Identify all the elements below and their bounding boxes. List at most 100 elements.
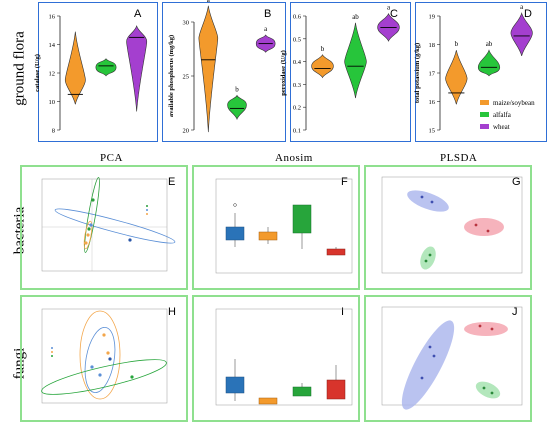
pca-bacteria-plot	[41, 177, 176, 272]
ellipse-alfalfa	[420, 246, 436, 270]
ellipse-wheat	[54, 208, 176, 244]
anosim-bacteria-plot	[215, 178, 353, 274]
y-tick-label: 8	[52, 128, 55, 135]
ellipse-alfalfa	[475, 381, 501, 399]
violin-charts: 8 10 12 14 16 catalase (U/g) 20 25 30 available p…	[34, 0, 533, 135]
significance-letter: ab	[352, 13, 359, 21]
panel-b-frame	[162, 2, 286, 142]
box-alfalfa	[292, 386, 312, 397]
panel-letter-g: G	[512, 176, 521, 188]
point	[87, 227, 91, 231]
violin-A-2	[126, 25, 148, 112]
y-tick-label: 0.6	[293, 14, 302, 21]
point	[420, 195, 424, 199]
y-tick-label: 17	[429, 71, 436, 78]
y-tick-label: 0.3	[293, 82, 301, 89]
mini-legend	[50, 345, 64, 359]
point	[89, 223, 93, 227]
significance-letter: a	[264, 25, 268, 33]
violin-D-0	[445, 50, 468, 105]
panel-i-frame	[192, 295, 360, 422]
point	[490, 391, 494, 395]
mini-legend-dot	[146, 213, 148, 215]
box-wheat	[326, 379, 346, 400]
plsda-fungi-plot	[381, 306, 523, 410]
y-tick-label: 12	[49, 71, 56, 78]
point	[102, 333, 106, 337]
panel-g-frame	[364, 165, 532, 290]
y-tick-label: 30	[183, 20, 190, 27]
panel-letter-e: E	[168, 176, 176, 188]
y-tick-label: 0.2	[293, 105, 301, 112]
panel-h-frame	[20, 295, 188, 422]
y-tick-label: 0.4	[293, 59, 302, 66]
anosim-fungi-plot	[215, 308, 353, 406]
column-header-plsda: PLSDA	[440, 152, 478, 164]
ellipse-alfalfa	[84, 177, 100, 253]
panel-f-frame	[192, 165, 360, 290]
point	[482, 386, 486, 390]
ellipse-wheat	[401, 320, 455, 410]
plot-area	[41, 178, 168, 272]
legend-swatch-maize	[480, 100, 489, 105]
violin-D-2	[510, 12, 533, 56]
point	[86, 233, 90, 237]
significance-letter: ab	[486, 40, 493, 48]
y-tick-label: 0.5	[293, 36, 301, 43]
panel-d-frame	[415, 2, 547, 142]
panel-letter-a: A	[134, 8, 142, 20]
point	[420, 376, 424, 380]
panel-letter-j: J	[512, 306, 518, 318]
box-between	[225, 226, 245, 241]
y-tick-label: 16	[429, 99, 436, 106]
plot-area	[215, 308, 353, 406]
panel-j-frame	[364, 295, 532, 422]
point	[490, 327, 494, 331]
y-axis-title-C: peroxidase (U/g)	[280, 50, 287, 96]
y-axis-title-D: total potassium (g/kg)	[414, 43, 421, 103]
violin-B-0	[198, 5, 219, 133]
box-between	[225, 376, 245, 394]
panel-a-frame	[38, 2, 158, 142]
legend-swatch-wheat	[480, 124, 489, 129]
legend-item-maize: maize/soybean	[480, 97, 535, 109]
ellipse-maize	[464, 218, 504, 236]
point	[84, 241, 88, 245]
plot-area	[381, 306, 523, 406]
ellipse-alfalfa	[41, 359, 167, 395]
ellipse-maize	[79, 310, 121, 400]
y-tick-label: 25	[183, 74, 190, 81]
significance-letter: b	[321, 45, 325, 53]
mini-legend-dot	[51, 347, 53, 349]
column-header-anosim: Anosim	[275, 152, 313, 164]
point	[98, 373, 102, 377]
y-tick-label: 15	[429, 128, 436, 135]
mini-legend	[145, 203, 159, 217]
y-tick-label: 14	[49, 42, 56, 49]
ellipse-maize	[464, 322, 508, 336]
significance-letter: a	[520, 3, 524, 11]
point	[424, 259, 428, 263]
y-tick-label: 10	[49, 99, 56, 106]
point	[474, 223, 478, 227]
y-axis-title-A: catalase (U/g)	[34, 54, 41, 92]
point	[432, 354, 436, 358]
violin-D-1	[477, 49, 501, 77]
point	[428, 253, 432, 257]
box-alfalfa	[292, 204, 312, 234]
mini-legend-dot	[146, 209, 148, 211]
mini-legend-dot	[51, 355, 53, 357]
panel-c-frame	[290, 2, 411, 142]
ellipse-wheat	[407, 190, 449, 212]
y-tick-label: 18	[429, 42, 436, 49]
point	[130, 375, 134, 379]
mini-legend-dot	[51, 351, 53, 353]
box-maize	[258, 231, 278, 241]
legend-swatch-alfalfa	[480, 112, 489, 117]
legend-label-alfalfa: alfalfa	[493, 111, 511, 119]
y-axis-title-B: available phosphorus (mg/kg)	[168, 35, 175, 117]
violin-A-0	[64, 31, 86, 105]
significance-letter: b	[455, 40, 459, 48]
violin-A-1	[95, 58, 117, 77]
ellipse-maize	[83, 220, 93, 250]
